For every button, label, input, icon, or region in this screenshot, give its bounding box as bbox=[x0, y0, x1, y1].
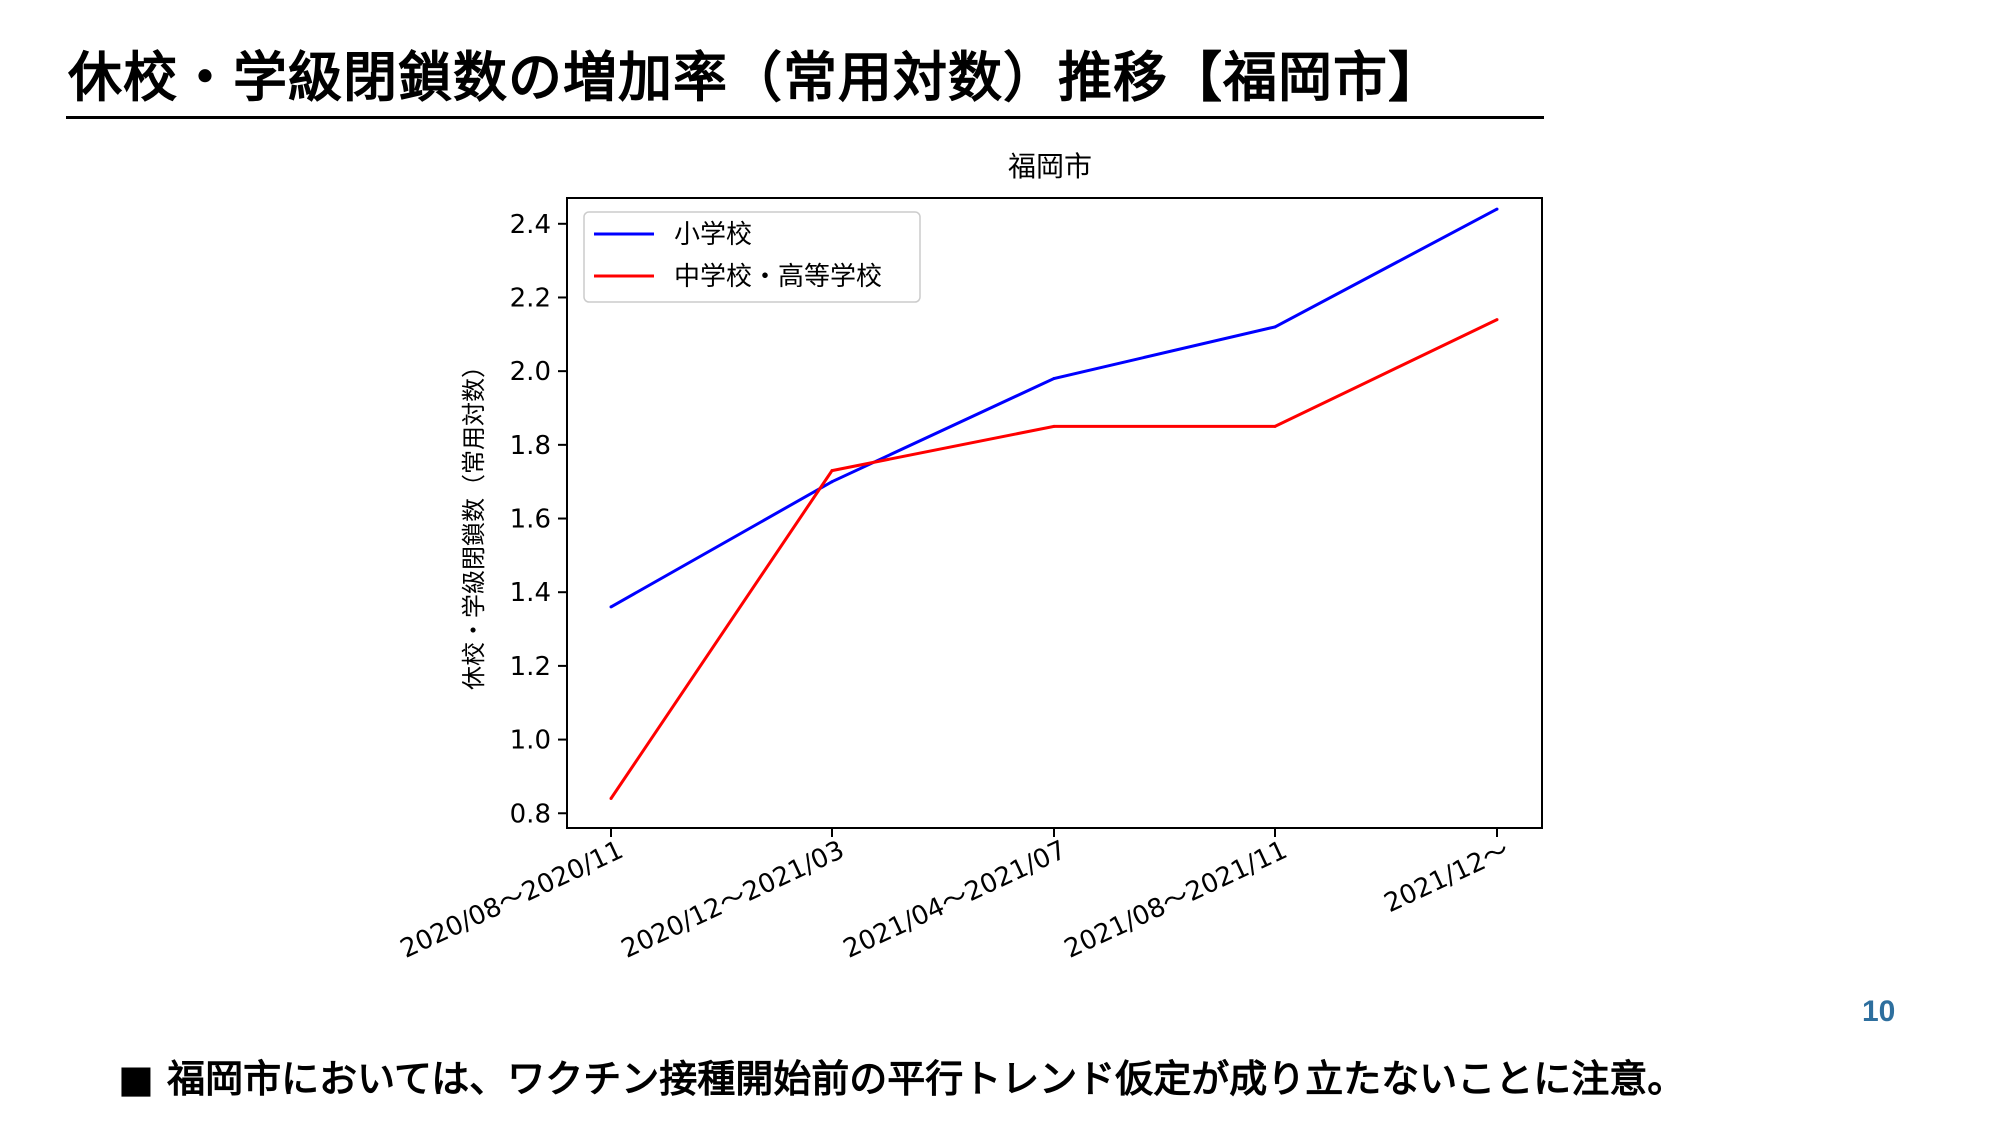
slide-title: 休校・学級閉鎖数の増加率（常用対数）推移【福岡市】 bbox=[68, 46, 1443, 109]
legend-label: 小学校 bbox=[674, 220, 752, 250]
series-layer bbox=[609, 207, 1499, 800]
y-tick-label: 1.6 bbox=[510, 505, 551, 535]
data-point bbox=[830, 480, 834, 484]
y-tick-label: 1.4 bbox=[510, 578, 551, 608]
data-point bbox=[1273, 424, 1277, 428]
y-tick-label: 1.0 bbox=[510, 726, 551, 756]
y-tick-label: 1.8 bbox=[510, 431, 551, 461]
y-tick-label: 2.4 bbox=[510, 210, 551, 240]
data-point bbox=[1495, 207, 1499, 211]
data-point bbox=[609, 605, 613, 609]
data-point bbox=[830, 469, 834, 473]
y-tick-label: 0.8 bbox=[510, 799, 551, 829]
data-point bbox=[1273, 325, 1277, 329]
y-tick-label: 2.2 bbox=[510, 283, 551, 313]
legend-frame bbox=[583, 211, 921, 303]
chart-title: 福岡市 bbox=[1008, 150, 1092, 183]
y-axis: 0.8 1.0 1.2 1.4 1.6 1.8 2.0 2.2 2.4 bbox=[510, 210, 567, 829]
data-point bbox=[1052, 377, 1056, 380]
x-tick-label: 2020/12～2021/03 bbox=[617, 835, 849, 964]
page-number: 10 bbox=[1862, 995, 1896, 1028]
x-tick-label: 2021/08～2021/11 bbox=[1060, 835, 1292, 964]
data-point bbox=[1495, 318, 1499, 322]
data-point bbox=[1052, 424, 1056, 428]
y-tick-label: 2.0 bbox=[510, 357, 551, 387]
y-axis-label: 休校・学級閉鎖数（常用対数） bbox=[460, 354, 488, 690]
x-tick-label: 2021/04～2021/07 bbox=[839, 835, 1071, 964]
footer-note: ■ 福岡市においては、ワクチン接種開始前の平行トレンド仮定が成り立たないことに注… bbox=[118, 1057, 1686, 1101]
data-point bbox=[609, 797, 613, 800]
title-underline bbox=[66, 116, 1544, 119]
x-tick-label: 2021/12～ bbox=[1380, 835, 1514, 919]
x-axis: 2020/08～2020/112020/12～2021/032021/04～20… bbox=[396, 828, 1514, 965]
x-tick-label: 2020/08～2020/11 bbox=[396, 835, 628, 964]
plot-area bbox=[566, 197, 1543, 829]
legend-label: 中学校・高等学校 bbox=[674, 262, 882, 292]
y-tick-label: 1.2 bbox=[510, 652, 551, 682]
